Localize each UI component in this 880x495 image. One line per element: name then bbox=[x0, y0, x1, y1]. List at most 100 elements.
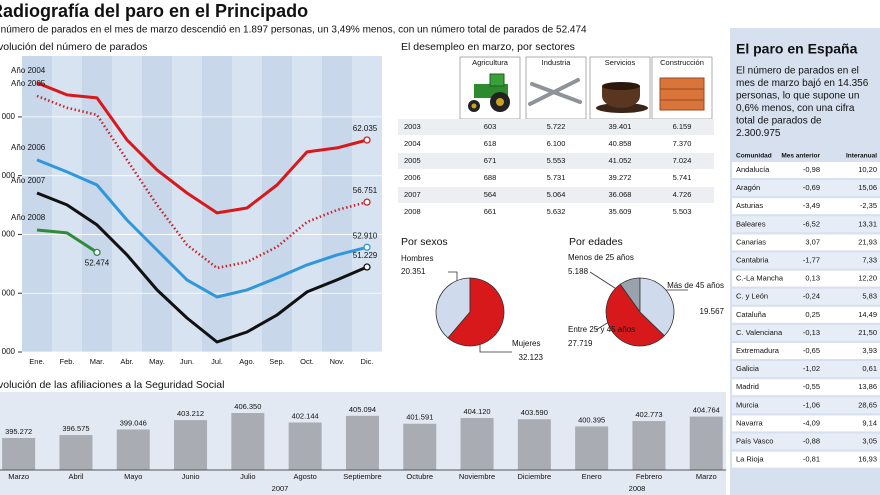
row-band bbox=[732, 379, 880, 396]
table-cell: 0,25 bbox=[805, 310, 820, 319]
bar bbox=[403, 423, 437, 470]
y-tick-label: 000 bbox=[2, 171, 16, 180]
table-cell: 39.401 bbox=[609, 122, 632, 131]
slice-value: 32.123 bbox=[519, 353, 544, 362]
table-cell: Extremadura bbox=[736, 346, 780, 355]
sidebar-text: 2.300.975 bbox=[736, 128, 781, 139]
table-cell: -2,35 bbox=[860, 201, 877, 210]
table-cell: 39.272 bbox=[609, 173, 632, 182]
x-tick-label: Feb. bbox=[59, 357, 74, 366]
table-cell: -1,06 bbox=[803, 400, 820, 409]
row-header: 2008 bbox=[404, 207, 421, 216]
table-cell: 671 bbox=[484, 156, 497, 165]
x-tick-label: Octubre bbox=[406, 472, 433, 481]
table-cell: 4.726 bbox=[673, 190, 692, 199]
x-tick-label: Mayo bbox=[124, 472, 142, 481]
table-cell: C.-La Mancha bbox=[736, 274, 784, 283]
table-cell: 12,20 bbox=[858, 274, 877, 283]
table-cell: 564 bbox=[484, 190, 497, 199]
table-cell: Baleares bbox=[736, 219, 766, 228]
row-band bbox=[732, 433, 880, 450]
x-tick-label: Diciembre bbox=[517, 472, 551, 481]
row-band bbox=[732, 415, 880, 432]
bar bbox=[231, 413, 265, 470]
row-band bbox=[732, 288, 880, 305]
table-cell: 5.741 bbox=[673, 173, 692, 182]
chart-title: Por edades bbox=[569, 236, 623, 248]
table-cell: 5.731 bbox=[547, 173, 566, 182]
table-cell: -4,09 bbox=[803, 418, 820, 427]
table-cell: -0,81 bbox=[803, 455, 820, 464]
value-label: 406.350 bbox=[234, 402, 261, 411]
x-tick-label: Septiembre bbox=[343, 472, 381, 481]
row-band bbox=[732, 252, 880, 269]
row-band bbox=[732, 361, 880, 378]
row-header: 2005 bbox=[404, 156, 421, 165]
y-tick-label: 000 bbox=[2, 347, 16, 356]
table-cell: Madrid bbox=[736, 382, 759, 391]
x-tick-label: Abr. bbox=[120, 357, 133, 366]
x-tick-label: Sep. bbox=[269, 357, 284, 366]
series-label: Año 2005 bbox=[11, 79, 46, 88]
chart-title: Evolución de las afiliaciones a la Segur… bbox=[0, 379, 224, 391]
table-cell: 9,14 bbox=[862, 418, 877, 427]
row-band bbox=[732, 451, 880, 468]
table-cell: 3,05 bbox=[862, 436, 877, 445]
plot-stripe bbox=[112, 56, 142, 352]
table-cell: -0,13 bbox=[803, 328, 820, 337]
value-label: 402.773 bbox=[635, 410, 662, 419]
value-label: 402.144 bbox=[292, 411, 319, 420]
table-cell: -0,88 bbox=[803, 436, 820, 445]
value-label: 395.272 bbox=[5, 427, 32, 436]
table-cell: 5.553 bbox=[547, 156, 566, 165]
row-band bbox=[732, 162, 880, 178]
bar bbox=[288, 422, 322, 470]
sidebar-title: El paro en España bbox=[736, 41, 858, 57]
x-tick-label: Nov. bbox=[330, 357, 345, 366]
y-tick-label: 000 bbox=[2, 288, 16, 297]
row-band bbox=[732, 234, 880, 251]
y-tick-label: 000 bbox=[2, 230, 16, 239]
pie-slice bbox=[639, 277, 675, 337]
page-title: Radiografía del paro en el Principado bbox=[0, 1, 308, 21]
end-point bbox=[363, 243, 371, 251]
table-cell: 40.858 bbox=[609, 139, 632, 148]
row-band bbox=[732, 397, 880, 414]
bar bbox=[517, 419, 551, 470]
table-cell: 5,83 bbox=[862, 292, 877, 301]
table-cell: 35.609 bbox=[609, 207, 632, 216]
x-tick-label: Ene. bbox=[29, 357, 44, 366]
table-cell: 0,61 bbox=[862, 364, 877, 373]
value-label: 399.046 bbox=[120, 418, 147, 427]
slice-label: Mujeres bbox=[512, 339, 540, 348]
series-line bbox=[36, 228, 98, 254]
table-cell: La Rioja bbox=[736, 455, 764, 464]
table-cell: 41.052 bbox=[609, 156, 632, 165]
table-cell: C. Valenciana bbox=[736, 328, 783, 337]
series-line bbox=[36, 94, 368, 270]
bar bbox=[174, 420, 208, 470]
table-cell: 603 bbox=[484, 122, 497, 131]
bar bbox=[632, 421, 666, 470]
row-band bbox=[732, 343, 880, 359]
table-cell: Aragón bbox=[736, 183, 760, 192]
column-header: Industria bbox=[542, 58, 572, 67]
table-cell: 14,49 bbox=[858, 310, 877, 319]
series-label: Año 2004 bbox=[11, 66, 46, 75]
sidebar-text: mes de marzo bajó en 14.356 bbox=[736, 78, 869, 89]
page-subtitle: El número de parados en el mes de marzo … bbox=[0, 25, 587, 36]
table-cell: Asturias bbox=[736, 201, 763, 210]
series-label: Año 2006 bbox=[11, 143, 46, 152]
row-header: 2006 bbox=[404, 173, 421, 182]
bar bbox=[116, 429, 150, 470]
table-cell: Canarias bbox=[736, 237, 766, 246]
x-tick-label: Junio bbox=[182, 472, 200, 481]
tractor-icon bbox=[468, 73, 510, 112]
value-label: 404.120 bbox=[463, 407, 490, 416]
x-tick-label: Abril bbox=[68, 472, 83, 481]
table-cell: Murcia bbox=[736, 400, 759, 409]
end-point bbox=[93, 248, 101, 257]
table-cell: 618 bbox=[484, 139, 497, 148]
slice-label: Más de 45 años bbox=[667, 281, 724, 290]
row-band bbox=[732, 270, 880, 287]
